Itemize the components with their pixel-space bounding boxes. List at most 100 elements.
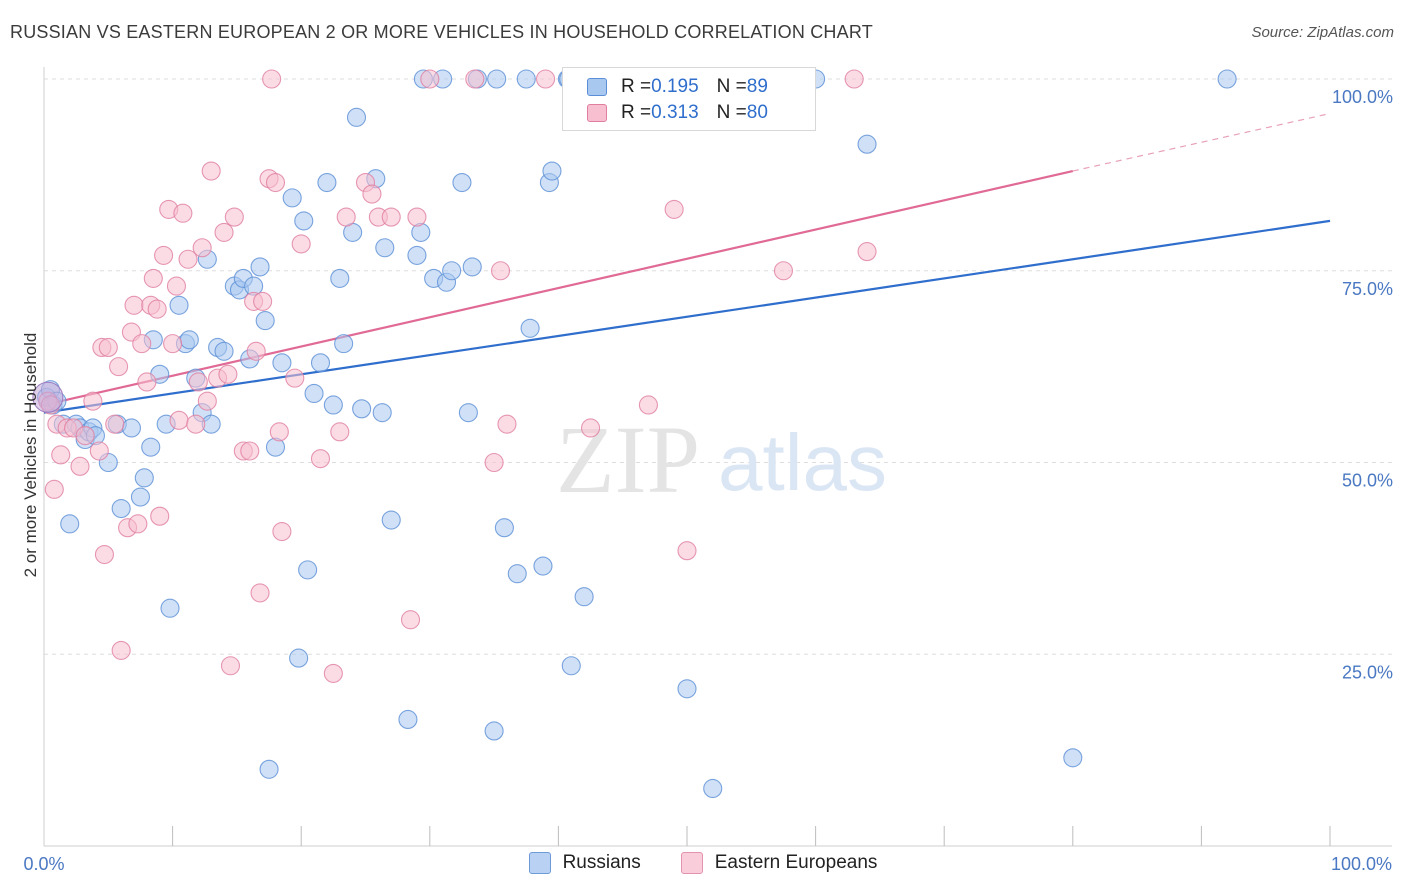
legend-r-label: R = bbox=[621, 76, 652, 97]
eastern-europeans-point bbox=[220, 656, 241, 676]
russians-point bbox=[323, 395, 343, 415]
russians-point bbox=[372, 403, 392, 423]
axes bbox=[43, 67, 1392, 847]
eastern-europeans-point bbox=[132, 334, 152, 354]
russians-point bbox=[381, 510, 401, 530]
russians-point bbox=[214, 341, 234, 361]
russians-point bbox=[398, 709, 418, 729]
russians-point bbox=[574, 587, 594, 607]
legend-swatch-russians bbox=[528, 852, 551, 874]
russians-point bbox=[141, 437, 161, 457]
eastern-europeans-point bbox=[265, 172, 286, 193]
eastern-europeans-point bbox=[240, 441, 260, 461]
eastern-europeans-point bbox=[497, 414, 517, 434]
russians-point bbox=[169, 295, 189, 315]
russians-point bbox=[134, 468, 154, 488]
correlation-legend: R = 0.195 N = 89 R = 0.313 N = 80 bbox=[562, 67, 816, 131]
tick-labels: 25.0% 50.0% 75.0% 100.0% 0.0% 100.0% bbox=[23, 87, 1393, 874]
eastern-europeans-point bbox=[465, 69, 485, 89]
legend-item-eastern-europeans[interactable]: Eastern Europeans bbox=[680, 852, 878, 874]
legend-item-russians[interactable]: Russians bbox=[528, 852, 641, 874]
eastern-europeans-point bbox=[400, 610, 421, 630]
russians-point bbox=[334, 334, 354, 354]
eastern-europeans-point bbox=[137, 372, 157, 392]
eastern-europeans-point bbox=[310, 449, 331, 469]
eastern-europeans-point bbox=[94, 544, 114, 565]
eastern-europeans-point bbox=[214, 222, 234, 242]
eastern-europeans-trend-extension bbox=[1072, 112, 1331, 172]
russians-point bbox=[487, 69, 507, 89]
eastern-europeans-point bbox=[291, 234, 311, 254]
eastern-europeans-point bbox=[201, 161, 221, 181]
russians-point bbox=[533, 556, 553, 576]
chart-source: Source: ZipAtlas.com bbox=[1251, 24, 1394, 41]
russians-point bbox=[458, 403, 478, 423]
y-tick-label: 100.0% bbox=[1332, 87, 1393, 107]
eastern-europeans-point bbox=[105, 414, 125, 434]
russians-point bbox=[542, 161, 562, 181]
eastern-europeans-point bbox=[362, 184, 382, 204]
legend-label-russians: Russians bbox=[562, 852, 641, 873]
eastern-europeans-point bbox=[420, 69, 440, 89]
eastern-europeans-point bbox=[407, 207, 427, 227]
russians-trend-line bbox=[43, 219, 1331, 414]
x-tick-label: 100.0% bbox=[1331, 854, 1392, 874]
russians-point bbox=[310, 353, 331, 373]
legend-row-russians: R = 0.195 N = 89 bbox=[587, 74, 768, 100]
eastern-europeans-point bbox=[173, 203, 193, 223]
russians-point bbox=[352, 399, 372, 419]
russians-point bbox=[857, 134, 877, 154]
watermark-zip: ZIP bbox=[556, 406, 700, 513]
eastern-europeans-point bbox=[664, 199, 684, 219]
russians-point bbox=[407, 245, 427, 265]
russians-point bbox=[703, 778, 723, 799]
eastern-europeans-point bbox=[381, 207, 401, 227]
eastern-europeans-point bbox=[677, 541, 697, 561]
russians-point bbox=[452, 172, 472, 193]
eastern-europeans-point bbox=[143, 268, 163, 288]
eastern-europeans-point bbox=[186, 414, 206, 434]
trend-lines bbox=[43, 112, 1331, 414]
eastern-europeans-point bbox=[262, 69, 282, 89]
eastern-europeans-point bbox=[70, 456, 90, 476]
russians-point bbox=[1217, 69, 1237, 89]
eastern-europeans-point bbox=[224, 207, 244, 227]
russians-point bbox=[516, 69, 536, 89]
legend-n-value: 89 bbox=[746, 76, 768, 97]
legend-swatch-russians bbox=[587, 78, 607, 96]
russians-point bbox=[289, 648, 309, 668]
y-tick-label: 50.0% bbox=[1342, 471, 1393, 491]
russians-point bbox=[272, 353, 292, 373]
russians-point bbox=[561, 656, 581, 676]
overlap-point bbox=[32, 381, 64, 413]
eastern-europeans-point bbox=[844, 69, 864, 89]
russians-point bbox=[375, 238, 395, 258]
chart-title: RUSSIAN VS EASTERN EUROPEAN 2 OR MORE VE… bbox=[10, 22, 873, 42]
eastern-europeans-point bbox=[253, 291, 273, 311]
russians-point bbox=[121, 418, 141, 438]
eastern-europeans-point bbox=[188, 372, 208, 392]
eastern-europeans-point bbox=[192, 238, 212, 258]
eastern-europeans-point bbox=[98, 337, 118, 358]
russians-point bbox=[294, 211, 314, 231]
russians-point bbox=[130, 487, 150, 507]
eastern-europeans-point bbox=[323, 663, 343, 683]
russians-point bbox=[111, 498, 131, 519]
eastern-europeans-point bbox=[857, 242, 877, 262]
eastern-europeans-point bbox=[109, 357, 129, 377]
eastern-europeans-point bbox=[638, 395, 658, 415]
legend-swatch-eastern-europeans bbox=[680, 852, 703, 874]
eastern-europeans-point bbox=[484, 452, 504, 473]
russians-point bbox=[507, 564, 527, 584]
eastern-europeans-trend-line bbox=[43, 169, 1074, 407]
eastern-europeans-point bbox=[246, 341, 266, 361]
legend-r-value: 0.195 bbox=[651, 76, 699, 97]
legend-r-label: R = bbox=[621, 102, 652, 123]
russians-point bbox=[442, 261, 462, 281]
legend-label-eastern-europeans: Eastern Europeans bbox=[714, 852, 878, 873]
russians-point bbox=[250, 257, 270, 277]
eastern-europeans-point bbox=[490, 261, 511, 281]
eastern-europeans-point bbox=[178, 249, 198, 269]
russians-point bbox=[298, 560, 318, 580]
